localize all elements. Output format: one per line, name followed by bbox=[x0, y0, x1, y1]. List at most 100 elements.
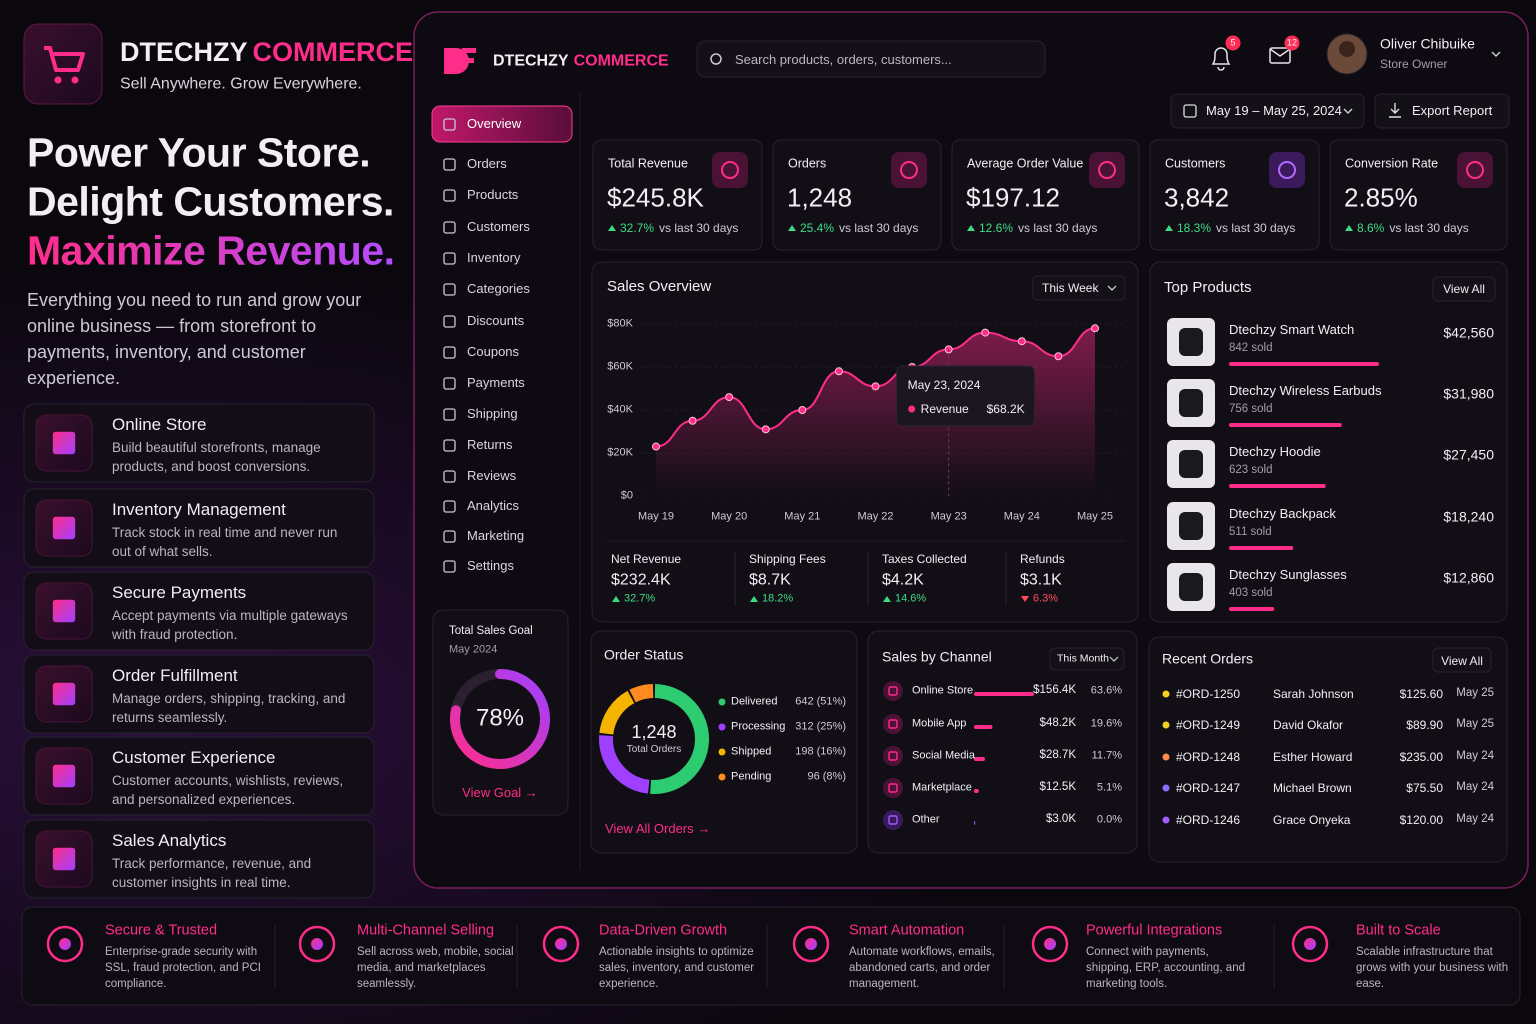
kpi-icon bbox=[712, 152, 748, 188]
summary-change: 6.3% bbox=[1033, 592, 1059, 605]
legend-dot bbox=[718, 723, 726, 731]
product-revenue: $18,240 bbox=[1443, 508, 1494, 525]
nav-item[interactable]: Analytics bbox=[467, 498, 520, 514]
product-sold: 511 sold bbox=[1229, 526, 1272, 539]
feature-title: Customer Experience bbox=[112, 747, 276, 767]
filter[interactable]: This Month bbox=[1057, 652, 1109, 665]
kpi-value: 3,842 bbox=[1164, 182, 1230, 213]
nav-icon bbox=[443, 530, 456, 543]
nav-item[interactable]: Products bbox=[467, 187, 519, 203]
product-name: Dtechzy Backpack bbox=[1229, 506, 1336, 522]
nav-item[interactable]: Returns bbox=[467, 437, 513, 453]
nav-item[interactable]: Overview bbox=[467, 116, 522, 132]
nav-item[interactable]: Reviews bbox=[467, 468, 517, 484]
order-id: #ORD-1249 bbox=[1176, 717, 1241, 732]
kpi-icon bbox=[891, 152, 927, 188]
view-orders-link[interactable]: View All Orders → bbox=[605, 821, 711, 837]
y-tick-label: $0 bbox=[620, 489, 633, 502]
nav-item[interactable]: Shipping bbox=[467, 406, 518, 422]
date-range[interactable]: May 19 – May 25, 2024 bbox=[1206, 103, 1342, 119]
product-revenue: $42,560 bbox=[1443, 324, 1494, 341]
icon-glyph bbox=[52, 847, 76, 871]
kpi-change: 8.6% vs last 30 days bbox=[1357, 221, 1469, 235]
search-input[interactable]: Search products, orders, customers... bbox=[735, 52, 952, 68]
kpi-comparison: vs last 30 days bbox=[1216, 220, 1296, 235]
bar bbox=[974, 821, 976, 825]
brand-name: DTECHZY COMMERCE bbox=[120, 36, 413, 68]
kpi-value: 2.85% bbox=[1344, 182, 1418, 213]
channel-revenue: $3.0K bbox=[1045, 813, 1076, 826]
brand-accent: COMMERCE bbox=[252, 36, 414, 67]
point bbox=[871, 382, 880, 391]
nav-item[interactable]: Coupons bbox=[467, 344, 520, 360]
chevron bbox=[1107, 285, 1117, 291]
feature-card bbox=[23, 654, 375, 734]
goal-card bbox=[432, 609, 569, 816]
trend-arrow bbox=[1165, 225, 1173, 231]
nav-item[interactable]: Customers bbox=[467, 219, 530, 235]
export-button bbox=[1374, 93, 1510, 129]
product-bar bbox=[1229, 484, 1326, 488]
filter-button bbox=[1049, 647, 1125, 671]
nav-item[interactable]: Marketing bbox=[467, 528, 525, 544]
panel-title: Recent Orders bbox=[1162, 650, 1254, 667]
view-all[interactable]: View All bbox=[1443, 281, 1485, 296]
nav-item[interactable]: Payments bbox=[467, 375, 525, 391]
product-sold: 403 sold bbox=[1229, 587, 1273, 600]
order-id: #ORD-1248 bbox=[1176, 749, 1241, 764]
kpi-value: 1,248 bbox=[787, 182, 853, 213]
kpi-change: 18.3% bbox=[1177, 220, 1212, 235]
donut-center-label: Total Orders bbox=[626, 744, 682, 755]
order-id: #ORD-1246 bbox=[1176, 812, 1241, 827]
kpi-label: Conversion Rate bbox=[1345, 156, 1439, 171]
summary-value: $232.4K bbox=[611, 571, 671, 589]
order-amount: $120.00 bbox=[1399, 812, 1443, 827]
y-tick-label: $40K bbox=[607, 403, 633, 416]
goal-link[interactable]: View Goal → bbox=[462, 785, 538, 801]
nav-item[interactable]: Orders bbox=[467, 156, 507, 172]
export-button[interactable]: Export Report bbox=[1412, 103, 1493, 119]
kpi-label: Customers bbox=[1165, 156, 1226, 171]
goal-title: Total Sales Goal bbox=[449, 625, 533, 638]
view-all[interactable]: View All bbox=[1441, 653, 1483, 668]
product-revenue: $31,980 bbox=[1443, 385, 1494, 402]
channel-revenue: $156.4K bbox=[1033, 684, 1076, 697]
kpi-comparison: vs last 30 days bbox=[659, 220, 739, 235]
nav-icon bbox=[443, 439, 456, 452]
order-date: May 25 bbox=[1456, 687, 1494, 700]
donut-segment bbox=[599, 735, 650, 794]
trend-arrow bbox=[967, 225, 975, 231]
kpi-icon-glyph bbox=[721, 161, 739, 179]
icon-glyph bbox=[52, 516, 76, 540]
feature-description: Customer accounts, wishlists, reviews, a… bbox=[112, 773, 344, 807]
highlight-icon-core bbox=[1044, 938, 1056, 950]
value-label: 642 (51%) bbox=[795, 695, 846, 708]
logo-wheel bbox=[54, 76, 62, 84]
nav-item[interactable]: Inventory bbox=[467, 250, 521, 266]
legend-label: Pending bbox=[731, 770, 772, 783]
filter[interactable]: This Week bbox=[1042, 280, 1099, 295]
order-amount: $125.60 bbox=[1399, 686, 1443, 701]
brand-name: DTECHZY bbox=[120, 36, 248, 67]
channel-icon-glyph bbox=[888, 751, 898, 761]
y-tick-label: $20K bbox=[607, 446, 633, 459]
nav-item[interactable]: Discounts bbox=[467, 313, 525, 329]
trend-arrow bbox=[750, 596, 758, 602]
calendar-icon bbox=[1183, 104, 1197, 118]
logo-cart bbox=[44, 46, 85, 72]
highlight-icon bbox=[792, 925, 830, 963]
kpi-change: 12.6% vs last 30 days bbox=[979, 221, 1097, 235]
highlights-bar bbox=[21, 906, 1521, 1006]
nav-item[interactable]: Categories bbox=[467, 281, 530, 297]
notification-count: 5 bbox=[1230, 37, 1236, 48]
x-tick-label: May 23 bbox=[930, 510, 967, 523]
product-revenue: $27,450 bbox=[1443, 446, 1494, 463]
chevron bbox=[1109, 656, 1119, 662]
product-shape bbox=[1179, 450, 1203, 478]
nav-item[interactable]: Settings bbox=[467, 558, 514, 574]
legend-label: Processing bbox=[731, 720, 786, 733]
download-icon bbox=[1389, 103, 1401, 118]
product-sold: 842 sold bbox=[1229, 342, 1273, 355]
product-revenue: $12,860 bbox=[1443, 569, 1494, 586]
